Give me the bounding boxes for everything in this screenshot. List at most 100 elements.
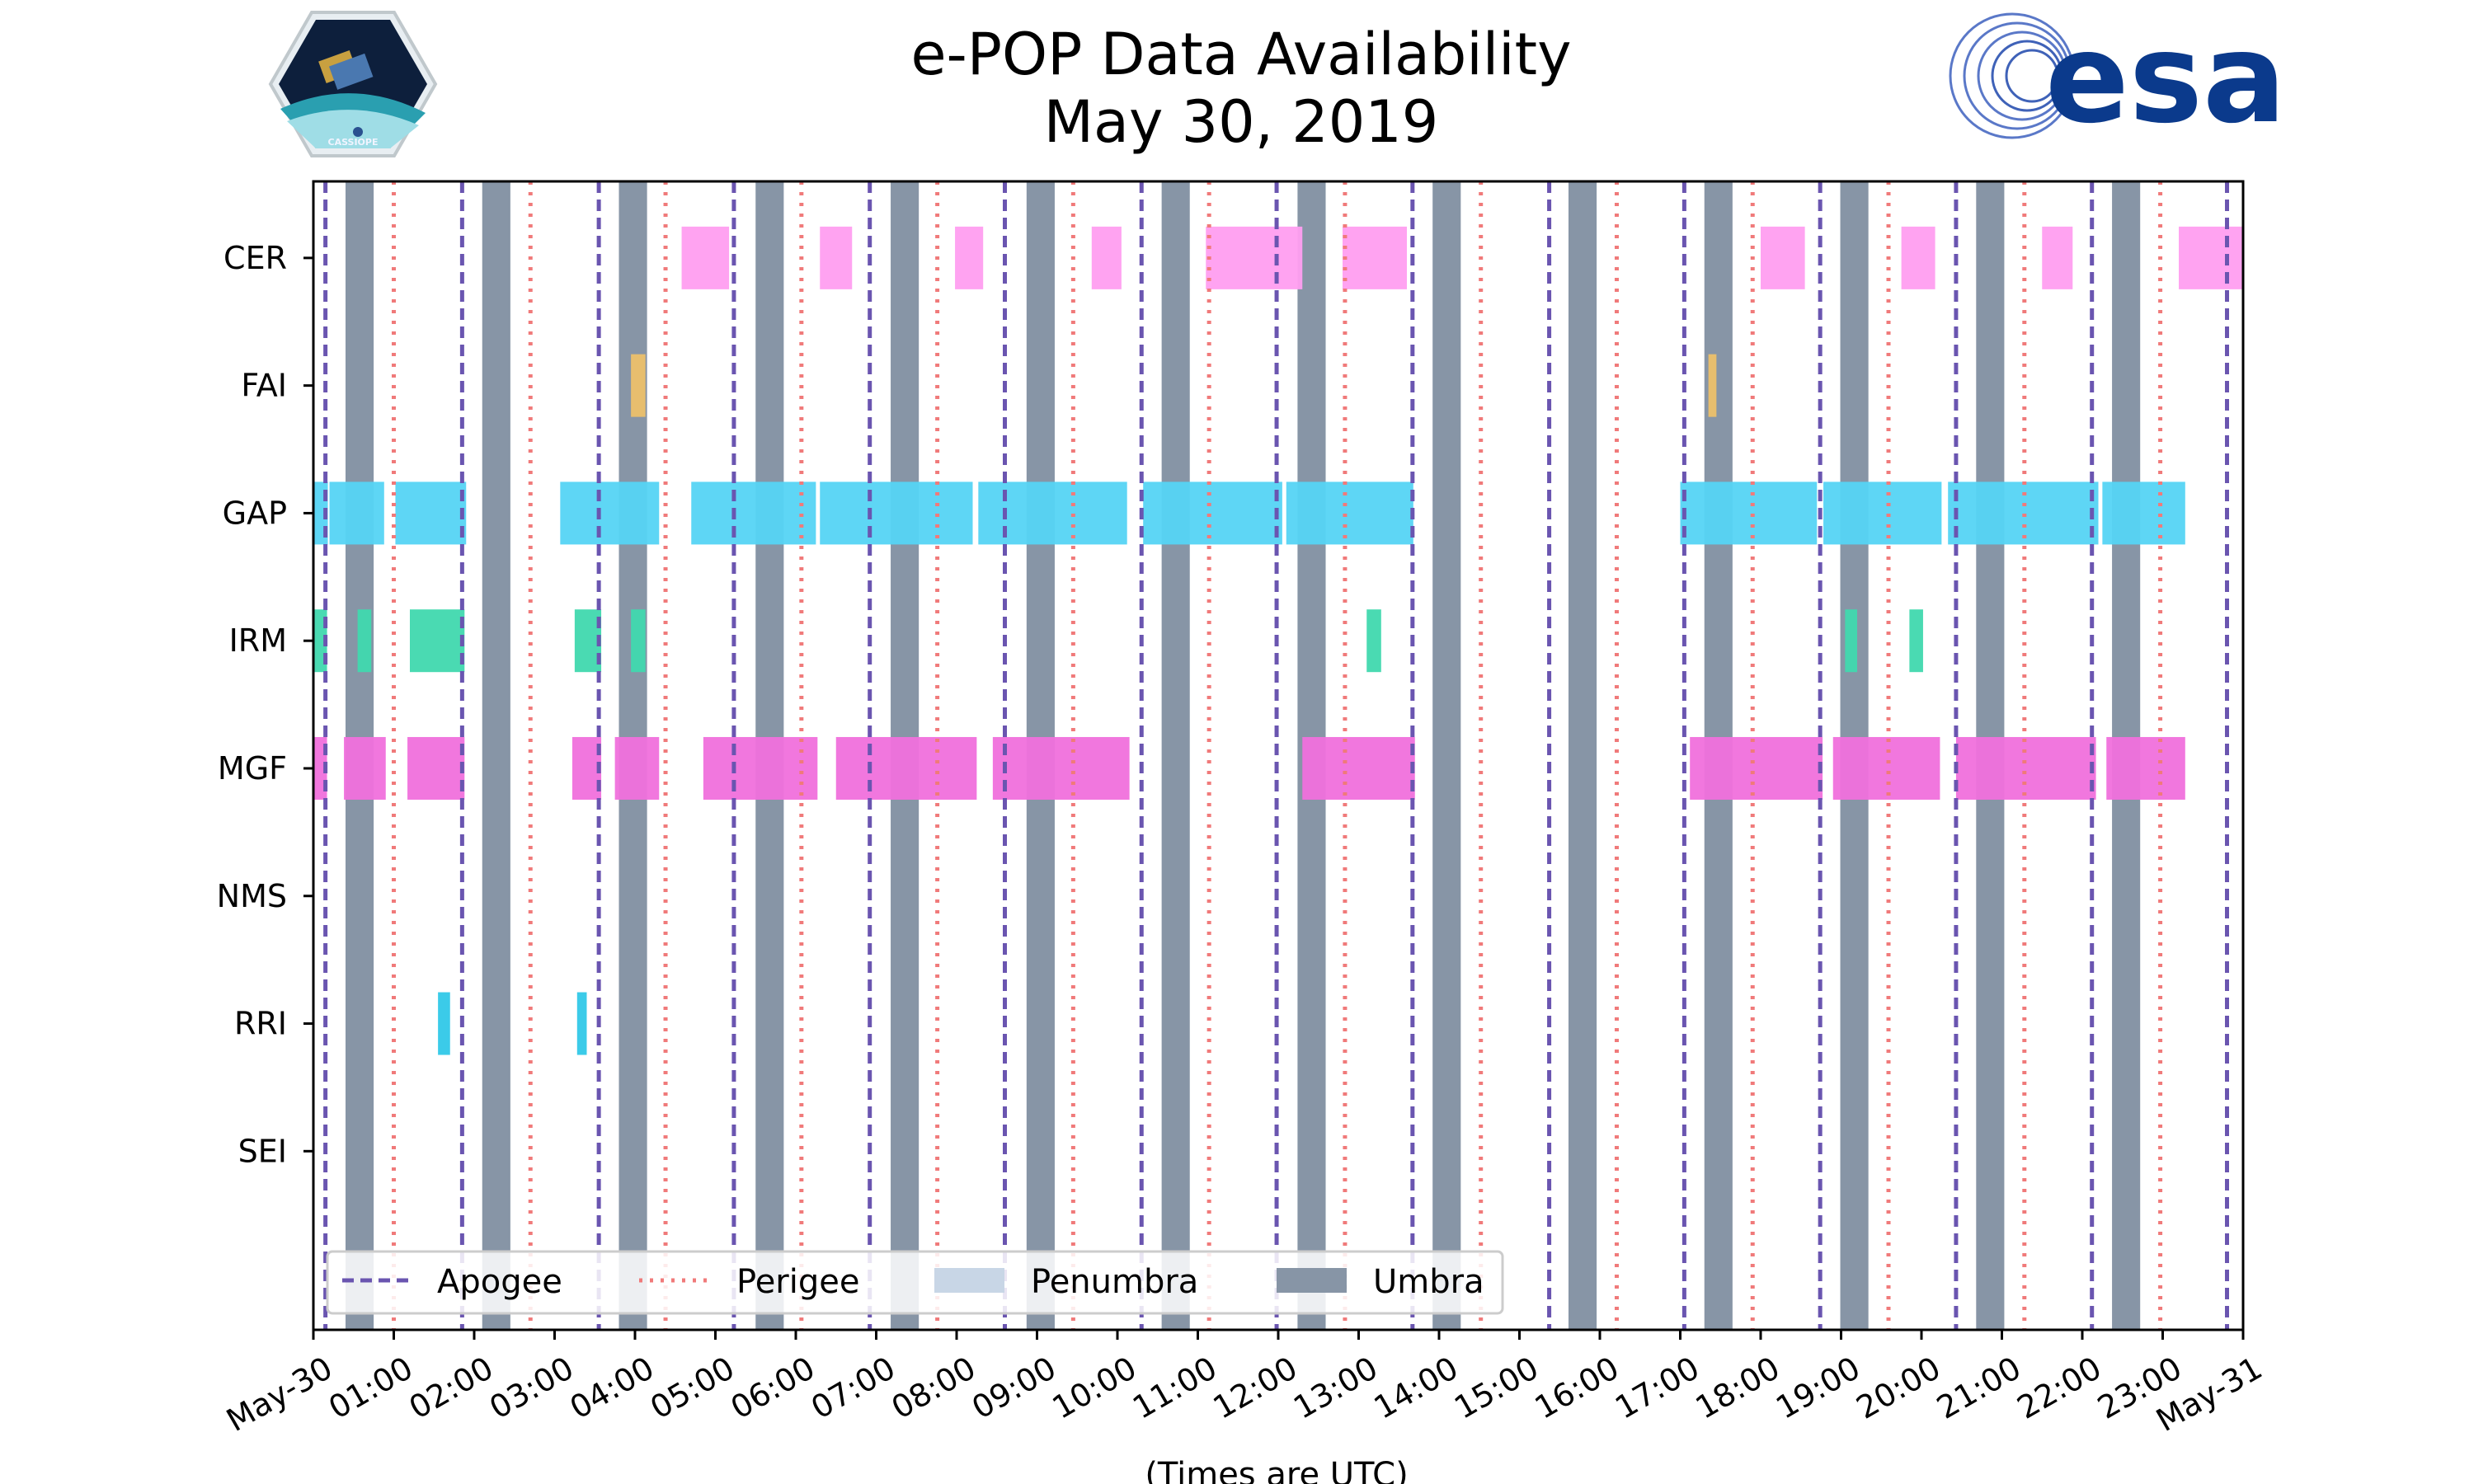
x-tick-label: 05:00 [644, 1350, 741, 1426]
x-tick-label: 09:00 [966, 1350, 1062, 1426]
x-tick-label: 11:00 [1126, 1350, 1223, 1426]
bar-irm [1909, 609, 1923, 673]
umbra-band [482, 181, 510, 1330]
apogee-lines [323, 181, 2229, 1330]
bar-mgf [1690, 736, 1823, 800]
bar-gap [1823, 481, 1942, 545]
legend-umbra-swatch [1277, 1268, 1347, 1293]
x-tick-label: 02:00 [403, 1350, 500, 1426]
bar-mgf [571, 736, 602, 800]
esa-logo: esa [1949, 7, 2286, 151]
bar-gap [560, 481, 660, 545]
bar-mgf [835, 736, 977, 800]
bar-cer [955, 226, 984, 289]
legend-box [326, 1250, 1504, 1315]
x-tick-label: 18:00 [1690, 1350, 1786, 1426]
bar-cer [1761, 226, 1805, 289]
bar-gap [1143, 481, 1282, 545]
bar-cer [1091, 226, 1122, 289]
cassiope-logo: CASSIOPE [268, 11, 438, 157]
y-axis: CER FAI GAP IRM MGF NMS RRI SEI [217, 240, 313, 1169]
chart-subtitle: May 30, 2019 [1044, 88, 1439, 156]
bar-mgf [407, 736, 465, 800]
bar-cer [681, 226, 730, 289]
cassiope-logo-text: CASSIOPE [328, 137, 379, 148]
bar-gap [329, 481, 384, 545]
bar-mgf [614, 736, 660, 800]
x-tick-label: 21:00 [1931, 1350, 2027, 1426]
umbra-band [1161, 181, 1190, 1330]
legend-penumbra-label: Penumbra [1031, 1263, 1198, 1301]
y-tick-label: IRM [229, 622, 287, 659]
umbra-band [1568, 181, 1597, 1330]
x-tick-label: 01:00 [322, 1350, 419, 1426]
y-tick-label: FAI [241, 368, 287, 404]
x-tick-label: 16:00 [1529, 1350, 1625, 1426]
y-tick-label: MGF [218, 750, 287, 787]
instrument-bars [313, 226, 2243, 1055]
bar-irm [631, 609, 646, 673]
x-tick-label: 22:00 [2011, 1350, 2108, 1426]
x-tick-label: 07:00 [805, 1350, 901, 1426]
bar-gap [820, 481, 973, 545]
bar-irm [357, 609, 372, 673]
bar-irm [1366, 609, 1381, 673]
bar-rri [438, 992, 450, 1055]
bar-mgf [344, 736, 386, 800]
umbra-band [1432, 181, 1461, 1330]
bar-gap [978, 481, 1127, 545]
x-tick-label: 20:00 [1851, 1350, 1947, 1426]
x-tick-label: 15:00 [1448, 1350, 1545, 1426]
x-tick-label: 17:00 [1609, 1350, 1705, 1426]
x-tick-label: 19:00 [1770, 1350, 1866, 1426]
bar-gap [691, 481, 816, 545]
bar-mgf [992, 736, 1130, 800]
bar-gap [1286, 481, 1413, 545]
bar-mgf [1955, 736, 2096, 800]
bar-mgf [703, 736, 818, 800]
bar-mgf [1832, 736, 1940, 800]
bar-mgf [1302, 736, 1415, 800]
legend-perigee-label: Perigee [736, 1263, 859, 1301]
y-tick-label: CER [223, 240, 287, 276]
bar-irm [410, 609, 465, 673]
x-axis: May-3001:0002:0003:0004:0005:0006:0007:0… [220, 1330, 2269, 1439]
legend-umbra-label: Umbra [1373, 1263, 1484, 1301]
y-tick-label: GAP [223, 495, 287, 531]
bar-cer [2179, 226, 2243, 289]
y-tick-label: RRI [234, 1006, 287, 1042]
x-tick-label: 04:00 [564, 1350, 661, 1426]
x-tick-label: 14:00 [1368, 1350, 1465, 1426]
x-tick-label: 12:00 [1207, 1350, 1304, 1426]
perigee-lines [392, 181, 2163, 1330]
bar-cer [1901, 226, 1935, 289]
bar-fai [1708, 354, 1717, 417]
x-tick-label: 13:00 [1287, 1350, 1384, 1426]
esa-logo-swirl [1949, 12, 2086, 139]
x-tick-label: May-30 [220, 1350, 338, 1439]
bar-rri [576, 992, 587, 1055]
legend-penumbra-swatch [934, 1268, 1004, 1293]
x-tick-label: 06:00 [725, 1350, 821, 1426]
legend-apogee-label: Apogee [437, 1263, 562, 1301]
x-tick-label: 08:00 [886, 1350, 982, 1426]
bar-gap [1680, 481, 1818, 545]
esa-logo-text: esa [2045, 7, 2286, 151]
bar-fai [631, 354, 646, 417]
legend: Apogee Perigee Penumbra Umbra [326, 1250, 1504, 1315]
x-tick-label: 10:00 [1047, 1350, 1143, 1426]
bar-gap [395, 481, 467, 545]
x-tick-label: 03:00 [483, 1350, 580, 1426]
bar-gap [2102, 481, 2185, 545]
bar-irm [1845, 609, 1857, 673]
chart-title: e-POP Data Availability [910, 21, 1571, 88]
bar-cer [1206, 226, 1303, 289]
bar-cer [2042, 226, 2073, 289]
y-tick-label: NMS [217, 878, 287, 914]
bar-cer [1343, 226, 1407, 289]
bar-mgf [2106, 736, 2185, 800]
y-tick-label: SEI [238, 1133, 287, 1169]
bar-cer [820, 226, 853, 289]
x-axis-label: (Times are UTC) [1145, 1456, 1408, 1484]
